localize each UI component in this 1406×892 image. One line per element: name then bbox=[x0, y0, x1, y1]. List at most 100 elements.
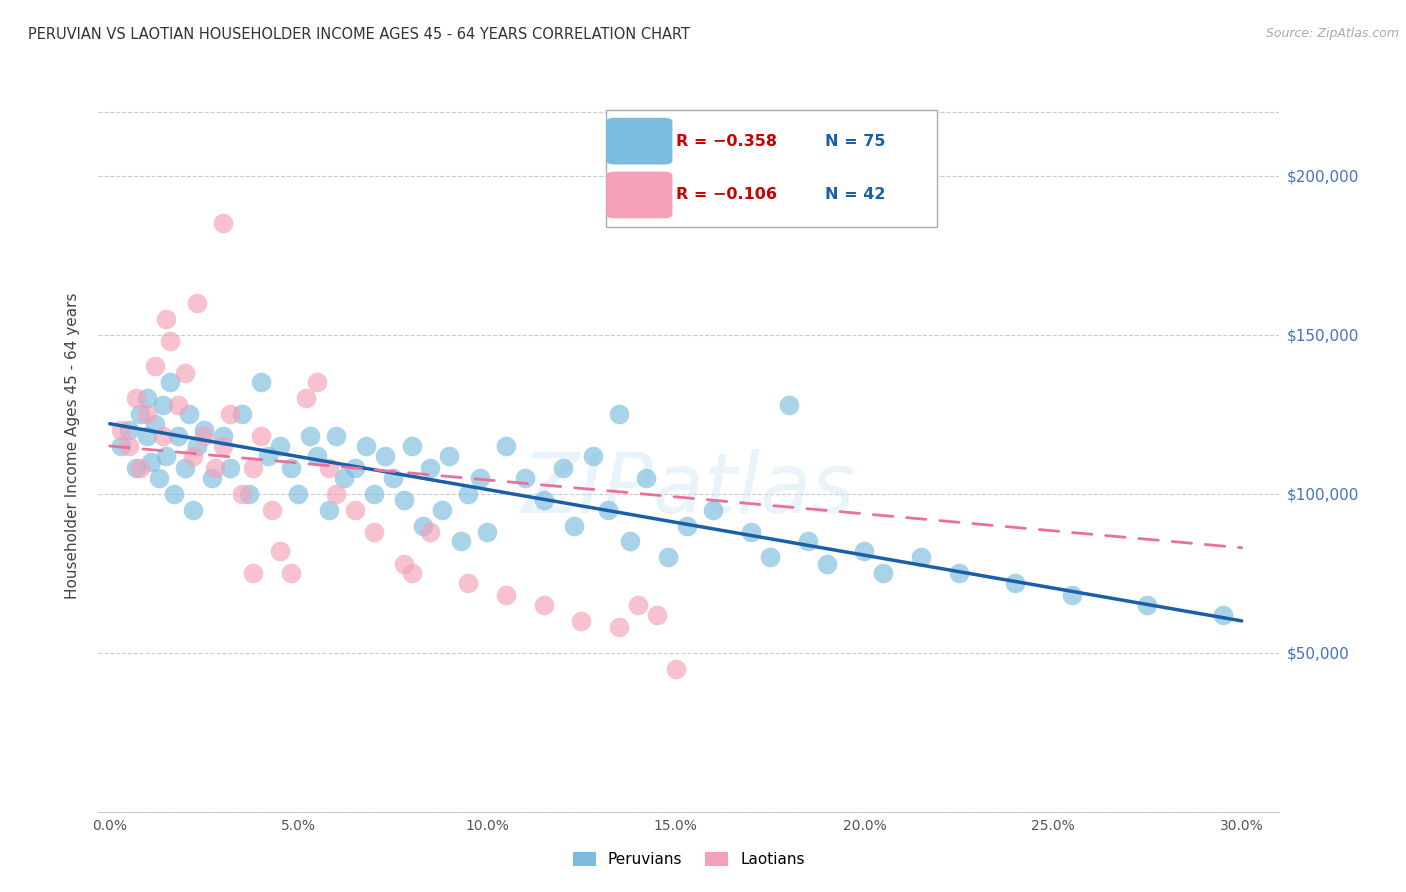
Point bbox=[533, 493, 555, 508]
Point bbox=[152, 429, 174, 443]
Point bbox=[177, 407, 200, 421]
Point bbox=[143, 417, 166, 431]
Point bbox=[125, 392, 148, 406]
Point bbox=[129, 407, 152, 421]
Point bbox=[495, 439, 517, 453]
Point bbox=[363, 486, 385, 500]
Point bbox=[238, 486, 260, 500]
Point bbox=[872, 566, 894, 581]
Point bbox=[295, 392, 318, 406]
Point bbox=[212, 429, 235, 443]
Point bbox=[136, 392, 159, 406]
Point bbox=[249, 376, 271, 390]
Point bbox=[634, 471, 657, 485]
Point bbox=[166, 398, 188, 412]
Point bbox=[562, 518, 585, 533]
Point bbox=[159, 334, 181, 348]
Point bbox=[186, 439, 208, 453]
Point bbox=[204, 461, 226, 475]
Point bbox=[280, 566, 302, 581]
Point bbox=[174, 366, 197, 380]
Point bbox=[374, 449, 396, 463]
Point bbox=[513, 471, 536, 485]
Point bbox=[298, 429, 321, 443]
Point bbox=[117, 423, 139, 437]
Point bbox=[419, 461, 441, 475]
Point bbox=[627, 598, 650, 612]
Point bbox=[401, 566, 423, 581]
Point bbox=[596, 502, 619, 516]
Point bbox=[212, 216, 235, 230]
Point bbox=[657, 550, 679, 565]
Point bbox=[468, 471, 491, 485]
Point bbox=[332, 471, 354, 485]
Point bbox=[381, 471, 404, 485]
Point bbox=[702, 502, 724, 516]
Point bbox=[778, 398, 800, 412]
Point bbox=[457, 486, 479, 500]
Point bbox=[152, 398, 174, 412]
Point bbox=[853, 544, 876, 558]
Point bbox=[186, 296, 208, 310]
Point bbox=[280, 461, 302, 475]
Point bbox=[219, 407, 242, 421]
Point bbox=[797, 534, 820, 549]
Point bbox=[948, 566, 970, 581]
Point bbox=[363, 524, 385, 539]
Point bbox=[159, 376, 181, 390]
Point bbox=[260, 502, 283, 516]
Point bbox=[1136, 598, 1159, 612]
Point bbox=[1004, 575, 1026, 590]
Point bbox=[439, 449, 461, 463]
Point bbox=[231, 486, 253, 500]
Point bbox=[136, 407, 159, 421]
Point bbox=[166, 429, 188, 443]
Point bbox=[1060, 589, 1083, 603]
Point bbox=[475, 524, 498, 539]
Point bbox=[181, 449, 204, 463]
Point bbox=[419, 524, 441, 539]
Point bbox=[141, 455, 163, 469]
Text: PERUVIAN VS LAOTIAN HOUSEHOLDER INCOME AGES 45 - 64 YEARS CORRELATION CHART: PERUVIAN VS LAOTIAN HOUSEHOLDER INCOME A… bbox=[28, 27, 690, 42]
Point bbox=[155, 449, 177, 463]
Point bbox=[325, 429, 347, 443]
Point bbox=[125, 461, 148, 475]
Point bbox=[450, 534, 472, 549]
Point bbox=[343, 461, 366, 475]
Point bbox=[551, 461, 574, 475]
Point bbox=[219, 461, 242, 475]
Point bbox=[607, 620, 630, 634]
Point bbox=[307, 376, 329, 390]
Point bbox=[533, 598, 555, 612]
Point bbox=[249, 429, 271, 443]
Point bbox=[665, 662, 688, 676]
Point bbox=[318, 502, 340, 516]
Point bbox=[129, 461, 152, 475]
Point bbox=[307, 449, 329, 463]
Point bbox=[242, 566, 264, 581]
Point bbox=[193, 429, 215, 443]
Point bbox=[607, 407, 630, 421]
Point bbox=[287, 486, 309, 500]
Point bbox=[193, 423, 215, 437]
Point bbox=[430, 502, 453, 516]
Point bbox=[1212, 607, 1234, 622]
Point bbox=[136, 429, 159, 443]
Point bbox=[412, 518, 434, 533]
Point bbox=[356, 439, 378, 453]
Point bbox=[201, 471, 224, 485]
Point bbox=[645, 607, 668, 622]
Point bbox=[392, 557, 415, 571]
Point bbox=[117, 439, 139, 453]
Point bbox=[910, 550, 932, 565]
Point bbox=[110, 423, 132, 437]
Legend: Peruvians, Laotians: Peruvians, Laotians bbox=[567, 847, 811, 873]
Point bbox=[457, 575, 479, 590]
Text: Source: ZipAtlas.com: Source: ZipAtlas.com bbox=[1265, 27, 1399, 40]
Text: ZIPatlas: ZIPatlas bbox=[522, 450, 856, 531]
Point bbox=[582, 449, 605, 463]
Point bbox=[759, 550, 782, 565]
Point bbox=[325, 486, 347, 500]
Point bbox=[269, 439, 291, 453]
Point bbox=[676, 518, 699, 533]
